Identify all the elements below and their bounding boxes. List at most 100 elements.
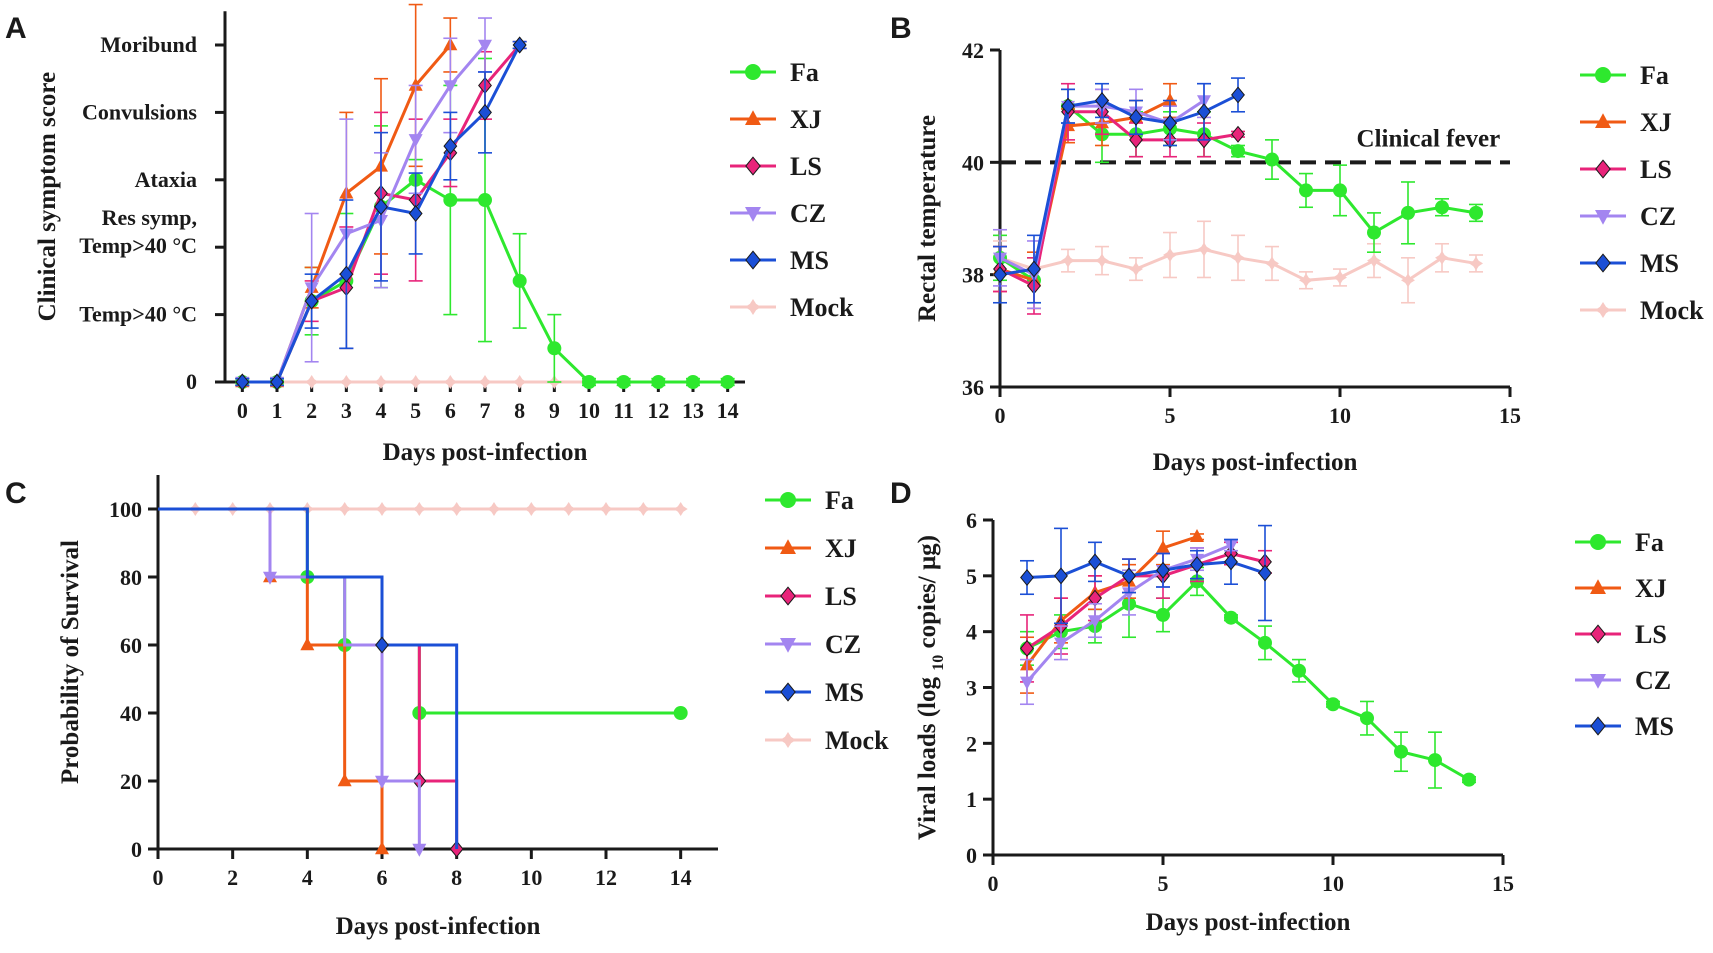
x-tick-label: 8 xyxy=(451,865,462,890)
legend-marker xyxy=(780,586,796,606)
legend-item: LS xyxy=(1575,620,1667,649)
x-tick-label: 12 xyxy=(647,398,669,423)
data-point xyxy=(1197,103,1211,121)
legend-label: CZ xyxy=(825,630,861,659)
panel-letter: D xyxy=(890,477,912,510)
legend-label: Fa xyxy=(1635,528,1664,557)
axes: 0 20 40 60 80 100 0 2 4 6 8 10 12 14 xyxy=(109,475,718,890)
series-line xyxy=(999,99,1171,283)
x-tick-label: 8 xyxy=(514,398,525,423)
data-point xyxy=(1299,273,1313,288)
data-point xyxy=(1054,567,1068,585)
x-tick-label: 14 xyxy=(670,865,692,890)
legend-item: CZ xyxy=(1580,202,1676,231)
data-point xyxy=(408,77,423,91)
data-point xyxy=(443,80,458,94)
legend-label: LS xyxy=(790,152,822,181)
panel-a: A 0 Temp>40 °C Res symp, Temp>40 °C Ataxia Con… xyxy=(5,3,854,466)
data-point xyxy=(636,502,651,516)
y-tick-label: Convulsions xyxy=(82,99,197,124)
legend-label: Fa xyxy=(1640,61,1669,90)
data-point xyxy=(1367,225,1381,240)
data-point xyxy=(1394,744,1408,759)
legend-marker xyxy=(780,492,796,508)
data-point xyxy=(1231,86,1245,104)
data-point xyxy=(1265,152,1279,167)
data-point xyxy=(1401,273,1415,288)
panel-b: B 36 38 40 42 0 5 10 15 Days post-infection Rectal… xyxy=(890,12,1704,476)
y-tick-label: 100 xyxy=(109,497,142,522)
series-line xyxy=(242,44,487,384)
survival-curve xyxy=(158,507,421,849)
legend-item: LS xyxy=(765,582,857,611)
data-point xyxy=(337,502,352,516)
data-point xyxy=(1462,772,1476,787)
legend-item: Fa xyxy=(1580,61,1669,90)
legend-marker xyxy=(1590,624,1606,644)
data-point xyxy=(304,375,319,389)
x-tick-label: 2 xyxy=(227,865,238,890)
data-point xyxy=(408,134,423,148)
data-point xyxy=(1292,663,1306,678)
x-axis-label: Days post-infection xyxy=(1153,449,1358,476)
data-point xyxy=(1224,553,1238,571)
data-point xyxy=(1020,639,1034,657)
data-point xyxy=(582,375,596,389)
data-point xyxy=(478,193,492,208)
legend-label: XJ xyxy=(790,105,822,134)
y-axis-label: Viral loads (log 10 copies/ μg) xyxy=(914,535,947,840)
data-point xyxy=(1163,92,1177,106)
data-point xyxy=(1020,569,1034,586)
series-cz xyxy=(158,507,427,857)
x-tick-label: 0 xyxy=(153,865,164,890)
data-point xyxy=(599,502,613,516)
data-point xyxy=(1231,250,1245,265)
legend: Fa XJ LS CZ MS Mock xyxy=(1580,61,1704,325)
legend: Fa XJ LS CZ MS xyxy=(1575,528,1674,741)
data-point xyxy=(375,841,389,855)
data-point xyxy=(1435,200,1449,215)
legend-label: Fa xyxy=(825,486,854,515)
x-tick-label: 0 xyxy=(988,871,999,896)
legend-label: XJ xyxy=(1635,574,1667,603)
y-tick-label: 38 xyxy=(962,263,984,288)
data-point xyxy=(1156,607,1170,622)
legend: Fa XJ LS CZ MS Mock xyxy=(730,58,854,322)
legend-label: LS xyxy=(1635,620,1667,649)
axes: 0 1 2 3 4 5 6 0 5 10 15 xyxy=(966,508,1514,896)
series-mock xyxy=(993,220,1483,304)
y-tick-label: Moribund xyxy=(100,32,197,57)
legend-marker xyxy=(1590,716,1606,736)
data-point xyxy=(720,375,735,389)
data-point xyxy=(1156,561,1170,579)
data-point xyxy=(235,373,250,391)
data-point xyxy=(512,375,527,389)
data-point xyxy=(512,273,527,288)
legend-marker xyxy=(1595,253,1611,273)
legend-item: CZ xyxy=(730,199,826,228)
data-point xyxy=(1061,253,1075,268)
data-point xyxy=(1190,556,1204,574)
data-point xyxy=(1163,114,1177,132)
legend-marker xyxy=(1595,113,1611,128)
axes: 36 38 40 42 0 5 10 15 xyxy=(962,38,1521,428)
data-point xyxy=(1095,253,1109,268)
data-point xyxy=(1401,205,1415,220)
x-axis-label: Days post-infection xyxy=(1146,909,1351,936)
legend-label: MS xyxy=(1635,712,1674,741)
y-tick-label: 0 xyxy=(186,369,197,394)
x-tick-label: 6 xyxy=(445,398,456,423)
y-tick-label: Ataxia xyxy=(135,167,197,192)
legend-marker xyxy=(780,682,796,702)
y-tick-label: Res symp, xyxy=(102,205,197,230)
y-tick-label: 80 xyxy=(120,565,142,590)
data-point xyxy=(443,137,458,155)
y-axis-label-part: copies/ μg) xyxy=(914,535,941,655)
data-point xyxy=(651,375,666,389)
legend: Fa XJ LS CZ MS Mock xyxy=(765,486,889,755)
data-point xyxy=(1231,144,1245,159)
legend-marker xyxy=(745,299,761,315)
data-point xyxy=(686,375,700,389)
data-point xyxy=(263,571,277,585)
